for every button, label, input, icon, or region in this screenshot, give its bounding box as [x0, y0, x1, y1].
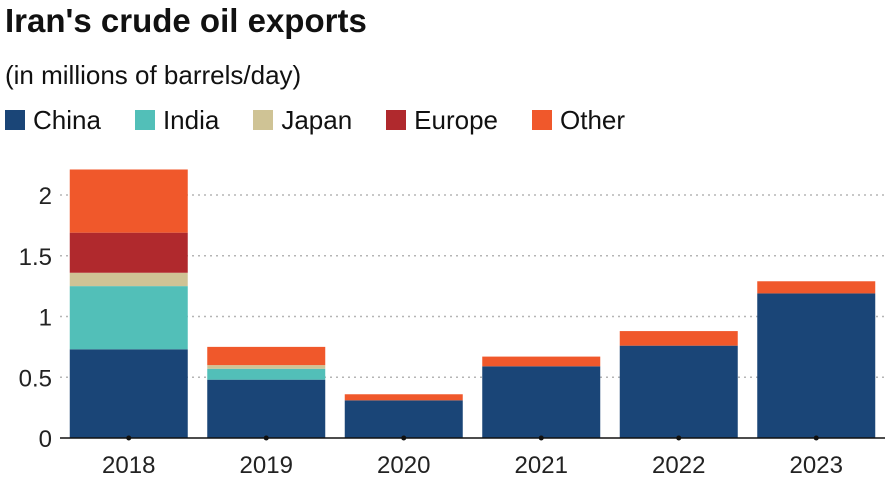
- bar-segment-china-2019: [207, 379, 326, 438]
- x-tick-label: 2020: [377, 452, 430, 477]
- y-tick-label: 1: [39, 305, 52, 332]
- bar-segment-other-2022: [619, 331, 738, 346]
- bar-segment-other-2020: [344, 394, 463, 401]
- chart-title: Iran's crude oil exports: [5, 2, 367, 39]
- legend-swatch-other: [532, 110, 553, 130]
- chart-subtitle: (in millions of barrels/day): [5, 60, 302, 90]
- legend-label-japan: Japan: [281, 104, 353, 135]
- bar-segment-other-2021: [482, 356, 601, 367]
- x-tick-label: 2023: [790, 452, 843, 477]
- x-tick-label: 2022: [652, 452, 705, 477]
- legend-label-europe: Europe: [414, 104, 499, 135]
- bar-segment-india-2018: [69, 286, 188, 350]
- legend: China India Japan Europe Other: [5, 104, 659, 136]
- legend-swatch-china: [5, 110, 25, 130]
- legend-item-japan: Japan: [253, 105, 352, 136]
- y-tick-label: 1.5: [19, 244, 52, 271]
- legend-item-europe: Europe: [386, 105, 498, 136]
- legend-label-india: India: [162, 104, 220, 135]
- y-tick-label: 0: [39, 426, 52, 453]
- legend-swatch-india: [134, 110, 155, 130]
- y-tick-label: 0.5: [19, 365, 52, 392]
- bar-segment-japan-2019: [207, 365, 326, 369]
- bar-segment-china-2020: [344, 400, 463, 438]
- bar-segment-china-2022: [619, 345, 738, 438]
- x-tick-label: 2019: [240, 452, 293, 477]
- legend-item-china: China: [5, 105, 101, 136]
- bar-segment-europe-2018: [69, 232, 188, 273]
- legend-item-india: India: [134, 104, 220, 136]
- bar-segment-china-2021: [482, 366, 601, 438]
- bar-segment-other-2018: [69, 169, 188, 233]
- bar-segment-other-2019: [207, 346, 326, 366]
- bar-segment-china-2023: [757, 293, 876, 438]
- bar-segment-china-2018: [69, 349, 188, 438]
- legend-swatch-japan: [253, 110, 274, 130]
- y-tick-label: 2: [39, 183, 52, 210]
- x-tick-label: 2021: [515, 452, 568, 477]
- legend-swatch-europe: [386, 110, 407, 130]
- bar-segment-other-2023: [757, 281, 876, 294]
- legend-label-other: Other: [560, 104, 626, 135]
- bar-segment-india-2019: [207, 368, 326, 380]
- x-tick-label: 2018: [102, 452, 155, 477]
- legend-label-china: China: [33, 104, 101, 135]
- legend-item-other: Other: [532, 105, 625, 136]
- bar-segment-japan-2018: [69, 272, 188, 287]
